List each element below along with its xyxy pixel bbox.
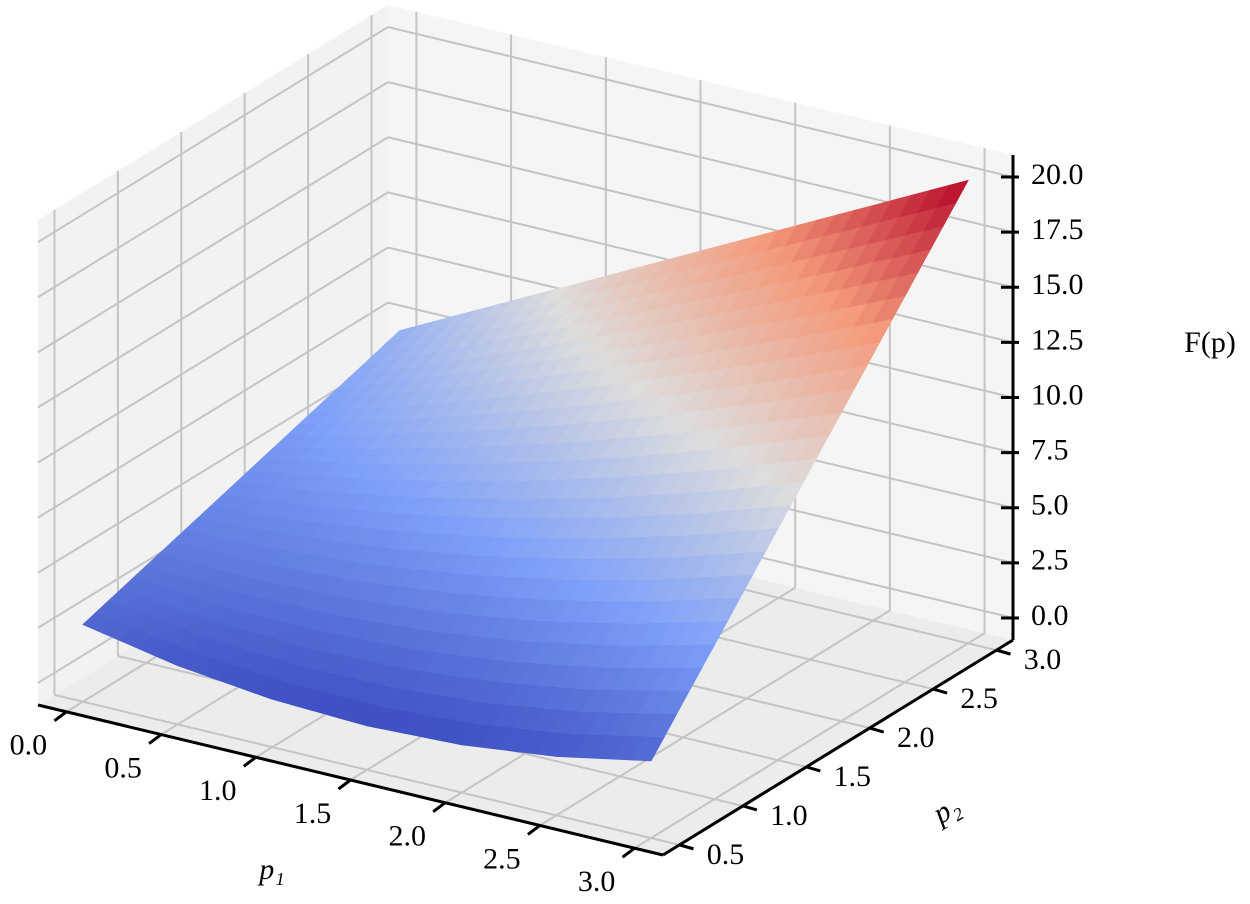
- surface-patch: [334, 531, 495, 633]
- surface-patch: [208, 447, 369, 522]
- surface-patch: [745, 295, 906, 427]
- z-axis-label: F(p): [1184, 326, 1236, 359]
- x-tick-label: 2.0: [388, 820, 426, 853]
- surface-patch: [271, 615, 432, 727]
- y-tick-label: 2.0: [897, 721, 935, 754]
- y-tick: [932, 687, 948, 695]
- grid-line: [37, 136, 389, 354]
- surface-patch: [555, 644, 716, 762]
- y-axis-line: [662, 638, 1014, 857]
- surface-patch: [176, 593, 337, 700]
- surface-patch: [82, 565, 242, 667]
- z-tick-label: 15.0: [1031, 268, 1084, 301]
- x-tick-label: 3.0: [578, 865, 616, 898]
- surface-facet: [631, 736, 665, 762]
- grid-line: [37, 246, 389, 464]
- plot: 0.0 0.5 1.0 1.5 2.0 2.5 3.0 0.5 1.0 1.5 2.0 2.5 3.0 0…: [10, 5, 1084, 898]
- grid-line: [37, 81, 389, 299]
- z-tick-label: 12.5: [1031, 323, 1084, 356]
- grid-line: [387, 26, 1014, 179]
- surface-patch: [303, 447, 464, 533]
- grid-line: [37, 356, 389, 574]
- surface-patch: [619, 528, 779, 647]
- x-tick: [337, 778, 352, 791]
- grid-line: [54, 693, 680, 846]
- y-tick-label: 1.0: [770, 799, 808, 832]
- surface-patch: [398, 443, 558, 539]
- z-tick-label: 0.0: [1031, 599, 1069, 632]
- z-tick-label: 10.0: [1031, 378, 1084, 411]
- y-tick-label: 0.5: [707, 838, 745, 871]
- surface-patch: [335, 304, 496, 390]
- z-tick-label: 5.0: [1031, 489, 1069, 522]
- surface-patch: [461, 641, 621, 757]
- z-tick-label: 17.5: [1031, 213, 1084, 246]
- y-tick: [679, 843, 694, 851]
- surface-patch: [651, 315, 811, 437]
- y-tick-label: 1.5: [834, 760, 872, 793]
- surface-patch: [145, 506, 306, 594]
- y-tick: [742, 804, 758, 812]
- x-tick-label: 2.5: [483, 842, 521, 875]
- x-axis-label: p₁: [257, 853, 284, 886]
- x-tick-label: 1.0: [199, 774, 237, 807]
- surface: [82, 179, 969, 762]
- x-tick: [148, 733, 163, 745]
- x-tick: [53, 710, 68, 723]
- x-tick: [526, 824, 541, 836]
- surface-patch: [366, 363, 527, 450]
- surface-patch: [714, 204, 875, 334]
- surface-patch: [682, 412, 843, 537]
- grid-line: [634, 632, 986, 850]
- z-tick-label: 7.5: [1031, 434, 1069, 467]
- x-tick-label: 0.0: [10, 729, 48, 762]
- grid-line: [539, 609, 891, 827]
- surface-patch: [493, 435, 653, 540]
- y-tick-label: 3.0: [1024, 643, 1062, 676]
- y-tick: [869, 726, 885, 734]
- surface-patch: [556, 332, 717, 445]
- x-tick: [432, 801, 447, 813]
- surface-patch: [429, 537, 590, 643]
- grid-line: [37, 26, 389, 243]
- surface-patch: [619, 229, 780, 351]
- surface-patch: [587, 425, 748, 540]
- x-tick: [621, 846, 636, 859]
- grid-line: [37, 301, 389, 519]
- y-tick: [805, 765, 821, 773]
- y-tick-label: 2.5: [960, 682, 998, 715]
- surface-patch: [240, 521, 400, 617]
- y-tick: [996, 648, 1011, 656]
- grid-line: [37, 191, 389, 409]
- surface-patch: [461, 348, 622, 449]
- surface-patch: [366, 631, 526, 746]
- x-tick-label: 0.5: [104, 751, 142, 784]
- surface-patch: [809, 179, 969, 317]
- x-tick-label: 1.5: [294, 797, 332, 830]
- z-tick-label: 20.0: [1031, 158, 1084, 191]
- z-tick-label: 2.5: [1031, 544, 1069, 577]
- x-tick: [242, 756, 257, 768]
- y-axis-label: p₂: [926, 789, 966, 831]
